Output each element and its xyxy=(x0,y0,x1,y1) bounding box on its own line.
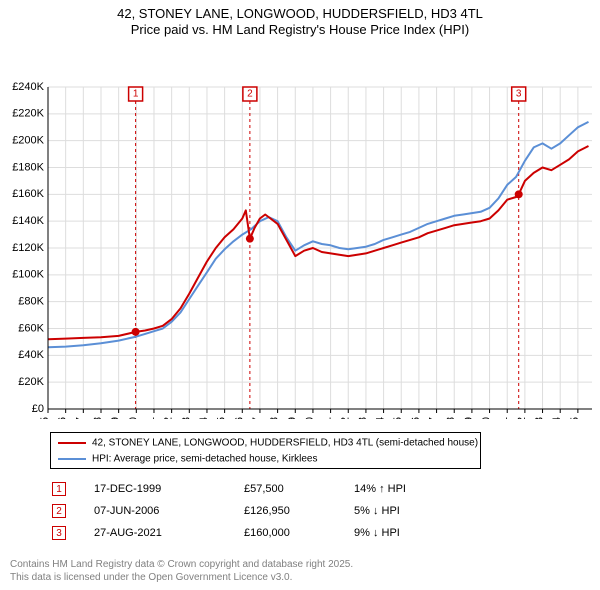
xtick-label: 1997 xyxy=(74,417,86,419)
xtick-label: 2009 xyxy=(286,417,298,419)
transaction-marker-num: 2 xyxy=(247,88,253,99)
transaction-row: 1 17-DEC-1999£57,50014% ↑ HPI xyxy=(52,478,406,500)
legend-label: HPI: Average price, semi-detached house,… xyxy=(92,454,318,465)
transaction-row: 2 07-JUN-2006£126,9505% ↓ HPI xyxy=(52,500,406,522)
xtick-label: 2011 xyxy=(322,417,334,419)
xtick-label: 2005 xyxy=(216,417,228,419)
transaction-row-marker: 1 xyxy=(52,482,66,496)
footer-line-1: Contains HM Land Registry data © Crown c… xyxy=(10,558,353,571)
xtick-label: 2022 xyxy=(516,417,528,419)
transaction-row-marker: 2 xyxy=(52,504,66,518)
plot-bg xyxy=(0,39,600,419)
ytick-label: £0 xyxy=(32,402,44,414)
xtick-label: 2018 xyxy=(445,417,457,419)
xtick-label: 2013 xyxy=(357,417,369,419)
ytick-label: £200K xyxy=(12,134,44,146)
ytick-label: £120K xyxy=(12,241,44,253)
transaction-row: 3 27-AUG-2021£160,0009% ↓ HPI xyxy=(52,522,406,544)
legend-label: 42, STONEY LANE, LONGWOOD, HUDDERSFIELD,… xyxy=(92,438,478,449)
xtick-label: 2003 xyxy=(180,417,192,419)
title-line-1: 42, STONEY LANE, LONGWOOD, HUDDERSFIELD,… xyxy=(0,6,600,22)
ytick-label: £80K xyxy=(18,295,44,307)
legend: 42, STONEY LANE, LONGWOOD, HUDDERSFIELD,… xyxy=(50,432,590,472)
xtick-label: 2021 xyxy=(498,417,510,419)
xtick-label: 1996 xyxy=(57,417,69,419)
ytick-label: £40K xyxy=(18,349,44,361)
footer-line-2: This data is licensed under the Open Gov… xyxy=(10,571,353,584)
line-chart: £0 £20K £40K £60K £80K £100K £120K £140K £160K £1… xyxy=(0,39,600,419)
chart-container: 42, STONEY LANE, LONGWOOD, HUDDERSFIELD,… xyxy=(0,0,600,590)
transaction-price: £160,000 xyxy=(244,527,354,539)
xtick-label: 2019 xyxy=(463,417,475,419)
ytick-label: £20K xyxy=(18,376,44,388)
xtick-label: 1999 xyxy=(110,417,122,419)
xtick-label: 2002 xyxy=(163,417,175,419)
transaction-date: 27-AUG-2021 xyxy=(94,527,244,539)
xtick-label: 2016 xyxy=(410,417,422,419)
transaction-delta: 5% ↓ HPI xyxy=(354,505,400,517)
xtick-label: 2001 xyxy=(145,417,157,419)
chart-title: 42, STONEY LANE, LONGWOOD, HUDDERSFIELD,… xyxy=(0,0,600,39)
title-line-2: Price paid vs. HM Land Registry's House … xyxy=(0,22,600,38)
xtick-label: 2010 xyxy=(304,417,316,419)
transaction-marker-num: 1 xyxy=(133,88,139,99)
xtick-label: 2012 xyxy=(339,417,351,419)
transaction-date: 17-DEC-1999 xyxy=(94,483,244,495)
xtick-label: 2008 xyxy=(269,417,281,419)
xtick-label: 2024 xyxy=(551,417,563,419)
footer-attribution: Contains HM Land Registry data © Crown c… xyxy=(10,558,353,584)
xtick-label: 2006 xyxy=(233,417,245,419)
xtick-label: 2025 xyxy=(569,417,581,419)
xtick-label: 2015 xyxy=(392,417,404,419)
transaction-delta: 14% ↑ HPI xyxy=(354,483,406,495)
transaction-point xyxy=(515,190,523,198)
ytick-label: £60K xyxy=(18,322,44,334)
ytick-label: £220K xyxy=(12,107,44,119)
ytick-label: £180K xyxy=(12,161,44,173)
transaction-delta: 9% ↓ HPI xyxy=(354,527,400,539)
xtick-label: 2020 xyxy=(481,417,493,419)
xtick-label: 1998 xyxy=(92,417,104,419)
transaction-price: £57,500 xyxy=(244,483,354,495)
xtick-label: 2004 xyxy=(198,417,210,419)
ytick-label: £100K xyxy=(12,268,44,280)
xtick-label: 1995 xyxy=(39,417,51,419)
xtick-label: 2000 xyxy=(127,417,139,419)
xtick-label: 2007 xyxy=(251,417,263,419)
xtick-label: 2017 xyxy=(428,417,440,419)
transaction-point xyxy=(246,234,254,242)
transactions-table: 1 17-DEC-1999£57,50014% ↑ HPI 2 07-JUN-2006… xyxy=(52,478,406,544)
transaction-price: £126,950 xyxy=(244,505,354,517)
ytick-label: £160K xyxy=(12,188,44,200)
xtick-label: 2014 xyxy=(375,417,387,419)
ytick-label: £140K xyxy=(12,215,44,227)
transaction-point xyxy=(132,327,140,335)
xtick-label: 2023 xyxy=(534,417,546,419)
ytick-label: £240K xyxy=(12,80,44,92)
transaction-date: 07-JUN-2006 xyxy=(94,505,244,517)
transaction-marker-num: 3 xyxy=(516,88,522,99)
transaction-row-marker: 3 xyxy=(52,526,66,540)
